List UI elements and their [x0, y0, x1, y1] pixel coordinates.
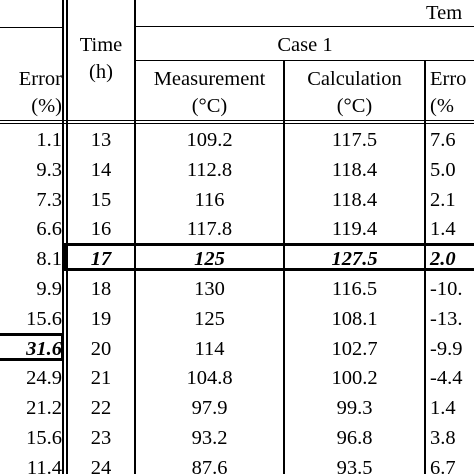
cell-measurement: 116	[194, 188, 225, 211]
cell-measurement: 87.6	[191, 456, 228, 474]
cell-time: 19	[90, 307, 112, 330]
cell-calculation: 117.5	[331, 129, 378, 151]
time-header: Time (h)	[79, 34, 123, 83]
cell-left-error: 9.9	[36, 278, 62, 300]
cell-measurement: 125	[194, 248, 225, 271]
row-divider	[0, 27, 62, 28]
cell-time: 17	[90, 248, 112, 271]
cell-left-error: 1.1	[36, 129, 62, 151]
cell-calculation: 118.4	[331, 158, 378, 181]
cell-measurement: 104.8	[186, 367, 233, 390]
column-divider	[66, 0, 68, 474]
row-divider	[136, 60, 474, 61]
cell-calculation: 118.4	[331, 188, 378, 211]
measurement-header: Measurement (°C)	[153, 68, 266, 117]
column-divider	[134, 0, 136, 474]
cell-error: 1.4	[430, 218, 456, 241]
cell-time: 20	[90, 337, 112, 360]
cell-error: -9.9	[430, 337, 463, 360]
cell-calculation: 116.5	[331, 278, 378, 300]
cell-measurement: 97.9	[191, 397, 228, 420]
cell-left-error: 24.9	[26, 367, 62, 390]
cell-error: -4.4	[430, 367, 463, 390]
row-divider	[136, 26, 474, 27]
cell-calculation: 102.7	[331, 337, 378, 360]
cell-time: 22	[90, 397, 112, 420]
cell-calculation: 119.4	[331, 218, 378, 241]
cell-error: 2.0	[430, 248, 456, 271]
cell-measurement: 114	[194, 337, 225, 360]
cell-time: 18	[90, 278, 112, 300]
cell-calculation: 99.3	[336, 397, 373, 420]
cell-left-error: 7.3	[36, 188, 62, 211]
cell-error: 1.4	[430, 397, 456, 420]
row-divider	[0, 123, 474, 124]
cell-error: 3.8	[430, 427, 456, 449]
cell-measurement: 93.2	[191, 427, 228, 449]
calculation-header: Calculation (°C)	[307, 68, 402, 117]
column-divider	[424, 60, 426, 474]
cell-time: 14	[90, 158, 112, 181]
cell-calculation: 100.2	[331, 367, 378, 390]
cell-time: 24	[90, 456, 112, 474]
cell-left-error: 21.2	[26, 397, 62, 420]
cell-measurement: 109.2	[186, 129, 233, 151]
cell-left-error: 9.3	[36, 158, 62, 181]
cell-error: -10.	[430, 278, 463, 300]
cell-left-error: 6.6	[36, 218, 62, 241]
column-divider	[62, 0, 64, 474]
cell-time: 23	[90, 427, 112, 449]
cell-measurement: 130	[194, 278, 225, 300]
cell-left-error: 15.6	[26, 307, 62, 330]
cell-left-error: 31.6	[26, 337, 62, 360]
left-error-header: Error (%)	[18, 68, 62, 117]
cell-error: 5.0	[430, 158, 456, 181]
cell-error: -13.	[430, 307, 463, 330]
group-header-partial: Tem	[426, 2, 463, 24]
cell-measurement: 112.8	[186, 158, 233, 181]
cell-error: 6.7	[430, 456, 456, 474]
cell-time: 16	[90, 218, 112, 241]
cell-measurement: 125	[194, 307, 225, 330]
cell-time: 21	[90, 367, 112, 390]
cell-measurement: 117.8	[186, 218, 233, 241]
case-header: Case 1	[277, 34, 333, 56]
cell-calculation: 96.8	[336, 427, 373, 449]
cell-calculation: 108.1	[331, 307, 378, 330]
highlight-box-time-17	[64, 243, 474, 271]
cell-left-error: 11.4	[26, 456, 62, 474]
row-divider	[0, 120, 474, 121]
cell-error: 2.1	[430, 188, 456, 211]
cell-time: 13	[90, 129, 112, 151]
highlight-box-left-31-6	[0, 333, 64, 361]
right-error-header: Erro (%	[430, 68, 467, 117]
cell-calculation: 127.5	[331, 248, 378, 271]
cell-left-error: 8.1	[36, 248, 62, 271]
cell-error: 7.6	[430, 129, 456, 151]
cell-calculation: 93.5	[336, 456, 373, 474]
cell-time: 15	[90, 188, 112, 211]
column-divider	[283, 60, 285, 474]
cell-left-error: 15.6	[26, 427, 62, 449]
